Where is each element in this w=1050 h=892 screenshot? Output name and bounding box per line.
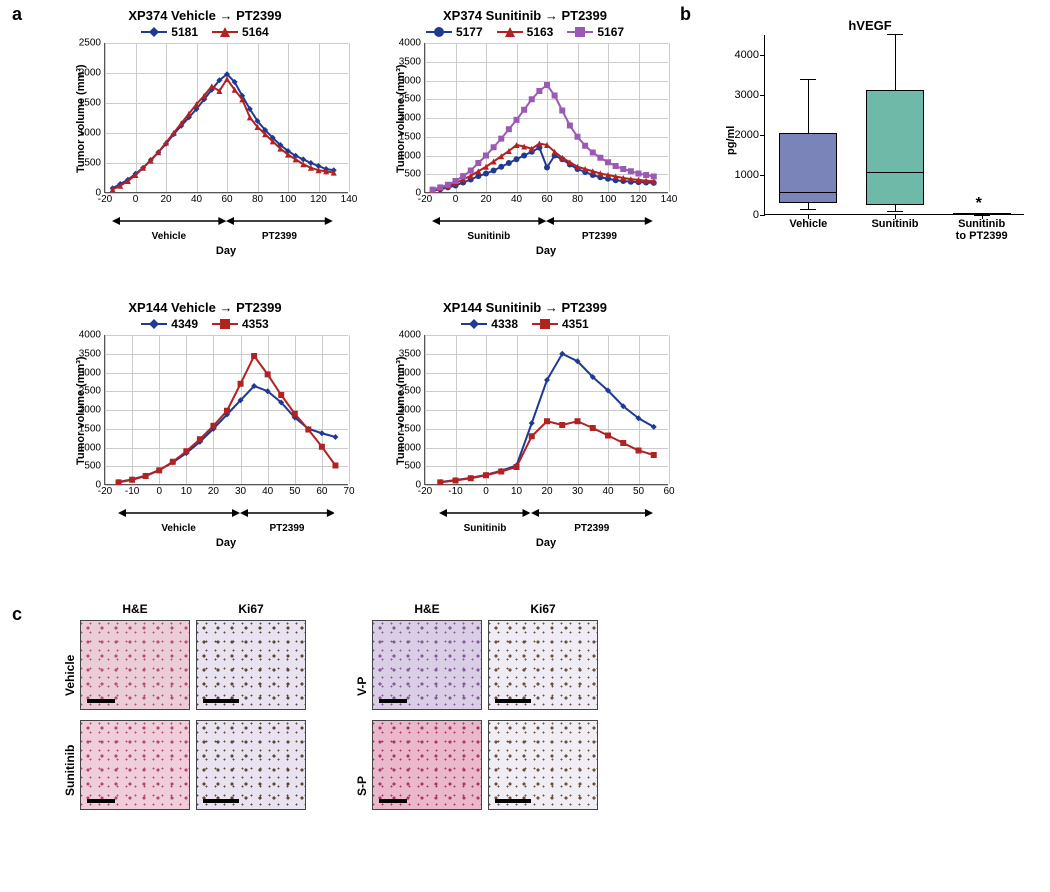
phase-vehicle: Vehicle — [112, 213, 226, 242]
double-arrow-icon — [531, 508, 653, 518]
scale-bar-icon — [495, 799, 531, 803]
series-line-5164 — [113, 79, 334, 189]
chart-title: XP144 Vehicle → PT2399 — [60, 300, 350, 315]
plot-area: 05001000150020002500300035004000-20-1001… — [104, 335, 348, 485]
scale-bar-icon — [495, 699, 531, 703]
y-axis-label: Tumor volume (mm³) — [75, 63, 87, 173]
phase-vehicle: Vehicle — [118, 505, 240, 534]
phase-sunitinib: Sunitinib — [432, 213, 546, 242]
panel-c-label: c — [12, 604, 22, 625]
scale-bar-icon — [203, 699, 239, 703]
col-label-h&e: H&E — [80, 602, 190, 616]
micrograph-vehicle-ki67 — [196, 620, 306, 710]
legend-item-4349: 4349 — [141, 317, 198, 331]
y-axis-label: pg/ml — [725, 95, 737, 155]
scale-bar-icon — [87, 699, 115, 703]
chart-xp144-sunitinib: XP144 Sunitinib → PT2399 4338 4351 05001000… — [380, 300, 670, 549]
chart-xp144-vehicle: XP144 Vehicle → PT2399 4349 4353 0500100015… — [60, 300, 350, 549]
series-line-4351 — [440, 421, 654, 482]
scale-bar-icon — [379, 799, 407, 803]
double-arrow-icon — [226, 216, 333, 226]
micrograph-sunitinib-ki67 — [196, 720, 306, 810]
double-arrow-icon — [432, 216, 546, 226]
legend-item-4353: 4353 — [212, 317, 269, 331]
x-axis-label: Day — [424, 537, 668, 549]
phase-sunitinib: Sunitinib — [439, 505, 531, 534]
legend: 4338 4351 — [380, 317, 670, 331]
double-arrow-icon — [546, 216, 653, 226]
legend-item-5181: 5181 — [141, 25, 198, 39]
col-label-ki67: Ki67 — [196, 602, 306, 616]
scale-bar-icon — [87, 799, 115, 803]
double-arrow-icon — [118, 508, 240, 518]
legend: 5181 5164 — [60, 25, 350, 39]
x-axis-label: Day — [424, 245, 668, 257]
y-axis-label: Tumor volume (mm³) — [395, 63, 407, 173]
square-icon — [567, 26, 593, 38]
row-label-s-p: S-P — [355, 736, 369, 796]
circle-icon — [426, 26, 452, 38]
phase-pt2399: PT2399 — [226, 213, 333, 242]
row-label-sunitinib: Sunitinib — [63, 736, 77, 796]
panel-a-label: a — [12, 4, 22, 25]
box-1 — [866, 90, 924, 204]
series-line-4353 — [119, 356, 336, 482]
row-label-vehicle: Vehicle — [63, 636, 77, 696]
plot-area: 05001000150020002500300035004000-2002040… — [424, 43, 668, 193]
boxplot-title: hVEGF — [720, 18, 1020, 33]
micrograph-vp-he — [372, 620, 482, 710]
legend-item-5163: 5163 — [497, 25, 554, 39]
double-arrow-icon — [112, 216, 226, 226]
chart-xp374-sunitinib: XP374 Sunitinib → PT2399 5177 5163 5167 0500… — [380, 8, 670, 257]
legend-item-5177: 5177 — [426, 25, 483, 39]
sig-annotation: * — [976, 195, 982, 213]
square-icon — [532, 318, 558, 330]
series-line-4349 — [119, 386, 336, 482]
triangle-icon — [212, 26, 238, 38]
legend-item-5164: 5164 — [212, 25, 269, 39]
y-axis-label: Tumor volume (mm³) — [75, 355, 87, 465]
phase-pt2399: PT2399 — [240, 505, 335, 534]
plot-area: 05001000150020002500300035004000-20-1001… — [424, 335, 668, 485]
double-arrow-icon — [439, 508, 531, 518]
legend-item-4338: 4338 — [461, 317, 518, 331]
series-line-4338 — [440, 354, 654, 482]
chart-title: XP374 Vehicle → PT2399 — [60, 8, 350, 23]
scale-bar-icon — [203, 799, 239, 803]
legend-item-4351: 4351 — [532, 317, 589, 331]
legend: 5177 5163 5167 — [380, 25, 670, 39]
micrograph-sp-he — [372, 720, 482, 810]
chart-title: XP374 Sunitinib → PT2399 — [380, 8, 670, 23]
legend-item-5167: 5167 — [567, 25, 624, 39]
col-label-ki67: Ki67 — [488, 602, 598, 616]
diamond-icon — [461, 318, 487, 330]
micrograph-vp-ki67 — [488, 620, 598, 710]
plot-area: 05001000150020002500-2002040608010012014… — [104, 43, 348, 193]
phase-pt2399: PT2399 — [546, 213, 653, 242]
micrograph-panel: H&EKi67H&EKi67VehicleSunitinibV-PS-P — [40, 620, 680, 880]
triangle-icon — [497, 26, 523, 38]
x-axis-label: Day — [104, 537, 348, 549]
col-label-h&e: H&E — [372, 602, 482, 616]
scale-bar-icon — [379, 699, 407, 703]
micrograph-vehicle-he — [80, 620, 190, 710]
panel-b-label: b — [680, 4, 691, 25]
x-axis-label: Day — [104, 245, 348, 257]
boxplot-hvegf: hVEGF01000200030004000pg/mlVehicleSuniti… — [720, 18, 1020, 215]
diamond-icon — [141, 318, 167, 330]
double-arrow-icon — [240, 508, 335, 518]
y-axis-label: Tumor volume (mm³) — [395, 355, 407, 465]
series-line-5181 — [113, 74, 334, 188]
boxplot-area: 01000200030004000pg/mlVehicleSunitinib*S… — [764, 35, 1024, 215]
chart-title: XP144 Sunitinib → PT2399 — [380, 300, 670, 315]
micrograph-sp-ki67 — [488, 720, 598, 810]
row-label-v-p: V-P — [355, 636, 369, 696]
square-icon — [212, 318, 238, 330]
legend: 4349 4353 — [60, 317, 350, 331]
phase-pt2399: PT2399 — [531, 505, 653, 534]
micrograph-sunitinib-he — [80, 720, 190, 810]
diamond-icon — [141, 26, 167, 38]
chart-xp374-vehicle: XP374 Vehicle → PT2399 5181 5164 0500100015… — [60, 8, 350, 257]
